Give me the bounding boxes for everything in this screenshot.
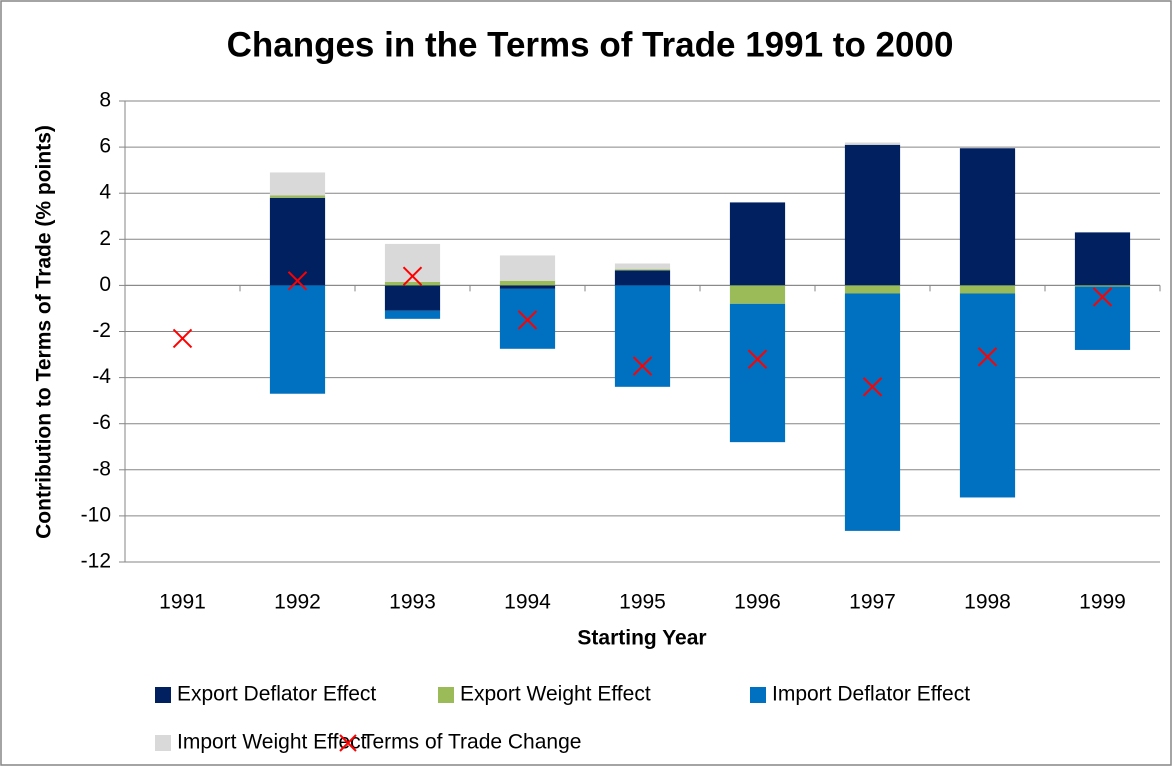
legend-swatch	[438, 687, 454, 703]
legend-label: Terms of Trade Change	[362, 731, 581, 754]
x-axis-label: Starting Year	[577, 627, 706, 650]
bar	[614, 269, 671, 271]
y-tick-label: -6	[92, 411, 111, 434]
bar	[384, 285, 441, 311]
y-tick-label: 4	[99, 181, 111, 204]
legend-label: Export Deflator Effect	[177, 683, 376, 706]
bar	[844, 142, 901, 145]
marker	[402, 266, 423, 286]
y-tick-label: -8	[92, 457, 111, 480]
x-tick-label: 1992	[274, 591, 321, 614]
bar	[844, 285, 901, 294]
bar	[614, 270, 671, 286]
y-axis-label: Contribution to Terms of Trade (% points…	[33, 125, 56, 539]
bar	[729, 202, 786, 286]
x-tick-label: 1999	[1079, 591, 1126, 614]
bar	[959, 293, 1016, 498]
y-tick-label: 0	[99, 273, 111, 296]
bar	[959, 148, 1016, 286]
bar	[729, 303, 786, 443]
legend-swatch	[155, 735, 171, 751]
marker	[977, 347, 998, 367]
y-tick-label: -4	[92, 365, 111, 388]
bar	[844, 293, 901, 531]
legend-label: Import Deflator Effect	[772, 683, 970, 706]
marker	[287, 271, 308, 291]
legend-label: Import Weight Effect	[177, 731, 367, 754]
x-tick-label: 1995	[619, 591, 666, 614]
x-tick-label: 1994	[504, 591, 551, 614]
x-tick-label: 1996	[734, 591, 781, 614]
marker	[172, 328, 193, 349]
bar	[499, 280, 556, 286]
legend-swatch	[339, 734, 357, 752]
legend-swatch	[155, 687, 171, 703]
bar	[499, 255, 556, 281]
marker	[632, 356, 653, 376]
bar	[614, 285, 671, 387]
y-tick-label: -2	[92, 319, 111, 342]
bar	[614, 263, 671, 270]
marker	[747, 349, 768, 369]
y-tick-label: -12	[81, 550, 111, 573]
x-tick-label: 1998	[964, 591, 1011, 614]
marker	[1092, 287, 1113, 307]
bar	[1074, 285, 1131, 287]
marker	[517, 310, 538, 330]
bar	[384, 310, 441, 319]
x-tick-label: 1997	[849, 591, 896, 614]
bar	[729, 285, 786, 304]
legend-swatch	[750, 687, 766, 703]
bar	[269, 195, 326, 198]
legend-label: Export Weight Effect	[460, 683, 651, 706]
bar	[844, 144, 901, 286]
y-tick-label: 8	[99, 89, 111, 112]
bar	[269, 285, 326, 394]
bar	[959, 285, 1016, 294]
y-tick-label: -10	[81, 503, 111, 526]
x-tick-label: 1993	[389, 591, 436, 614]
bar	[269, 197, 326, 286]
bar	[1074, 232, 1131, 286]
marker	[862, 377, 883, 397]
x-tick-label: 1991	[159, 591, 206, 614]
chart-title: Changes in the Terms of Trade 1991 to 20…	[227, 25, 954, 64]
bar	[384, 281, 441, 286]
bar	[269, 172, 326, 196]
y-tick-label: 6	[99, 135, 111, 158]
y-tick-label: 2	[99, 227, 111, 250]
bar	[499, 285, 556, 289]
